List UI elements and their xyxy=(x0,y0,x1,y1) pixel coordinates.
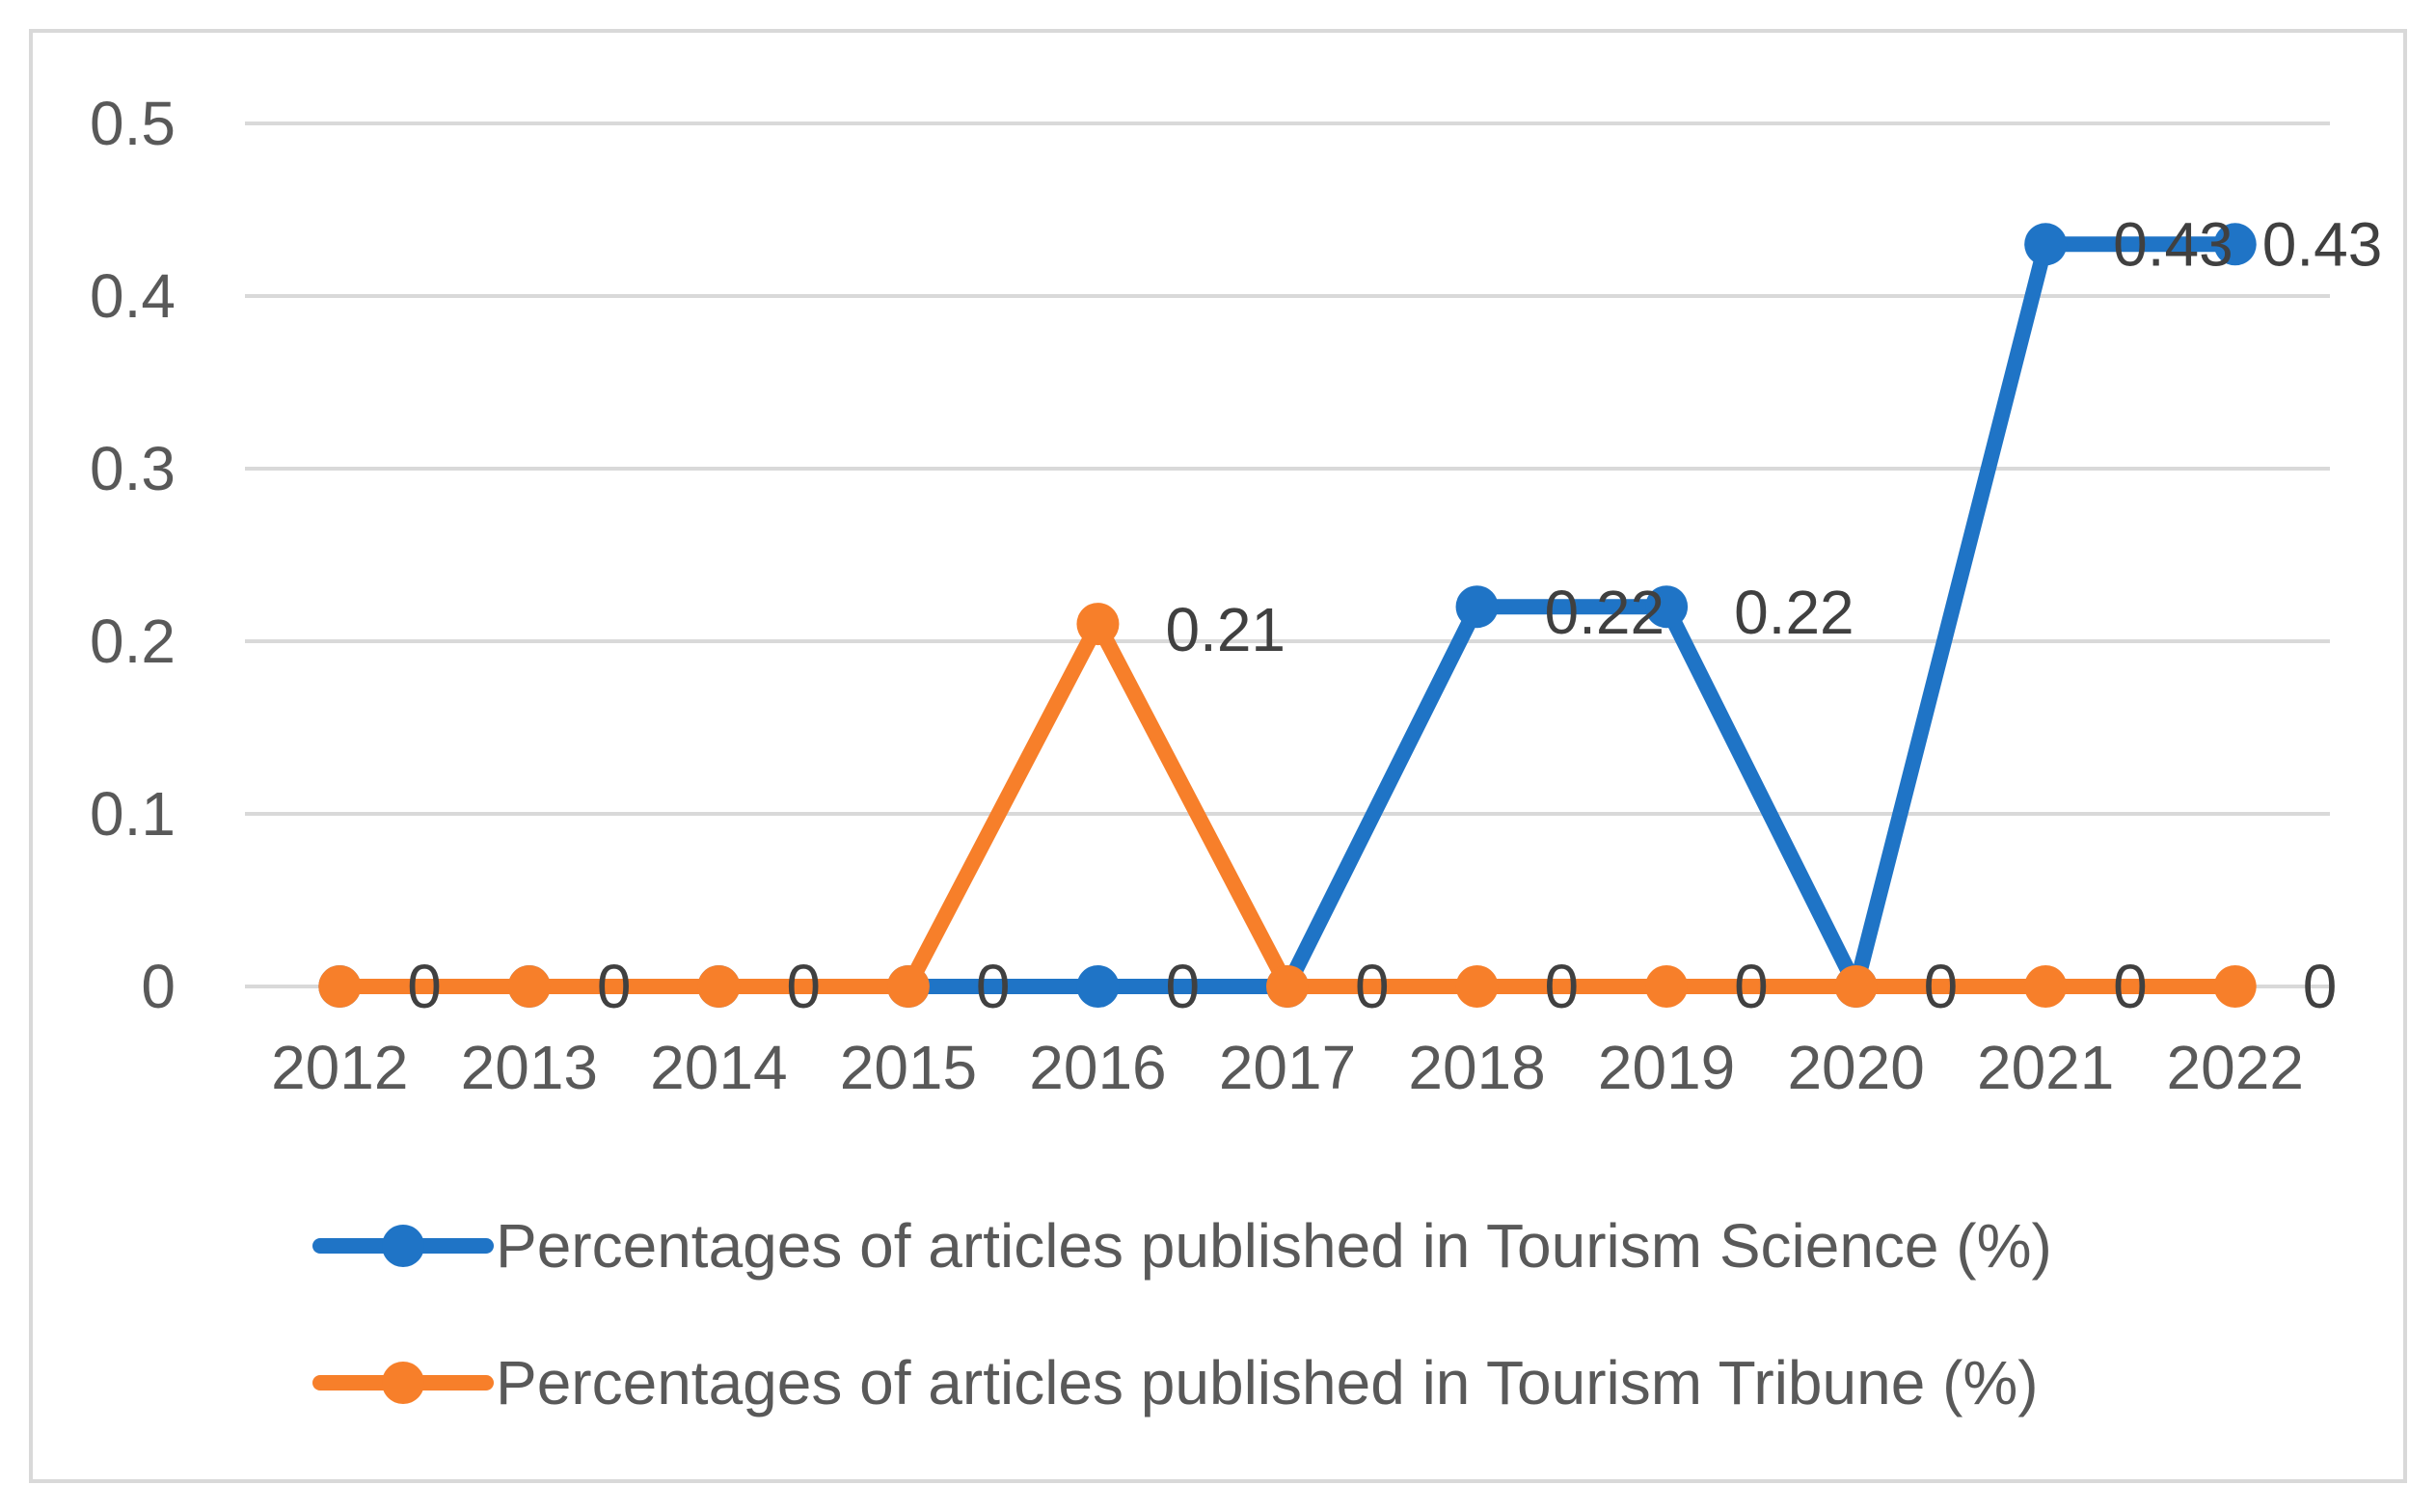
data-label: 0 xyxy=(407,952,442,1021)
legend: Percentages of articles published in Tou… xyxy=(312,1211,2052,1418)
data-point xyxy=(1076,965,1120,1008)
legend-item: Percentages of articles published in Tou… xyxy=(312,1211,2052,1281)
y-tick-label: 0.3 xyxy=(90,434,176,503)
y-tick-label: 0 xyxy=(141,952,176,1021)
legend-marker xyxy=(382,1225,424,1267)
data-point xyxy=(1455,965,1499,1008)
data-point xyxy=(1076,603,1120,646)
x-tick-label: 2012 xyxy=(271,1033,408,1102)
y-tick-label: 0.5 xyxy=(90,89,176,158)
y-axis-tick-labels: 0 0.1 0.2 0.3 0.4 0.5 xyxy=(90,89,176,1021)
data-point xyxy=(507,965,551,1008)
y-tick-label: 0.4 xyxy=(90,261,176,331)
legend-marker xyxy=(382,1362,424,1404)
series-tourism-science xyxy=(318,223,2257,1008)
x-tick-label: 2020 xyxy=(1787,1033,1924,1102)
data-point xyxy=(1645,965,1689,1008)
data-point xyxy=(1266,965,1309,1008)
x-tick-label: 2018 xyxy=(1408,1033,1545,1102)
x-tick-label: 2017 xyxy=(1219,1033,1356,1102)
x-tick-label: 2013 xyxy=(461,1033,598,1102)
data-label: 0 xyxy=(976,952,1011,1021)
data-point xyxy=(2024,223,2068,266)
data-label: 0 xyxy=(786,952,821,1021)
data-label: 0.22 xyxy=(1545,578,1665,647)
y-tick-label: 0.1 xyxy=(90,779,176,849)
x-tick-label: 2014 xyxy=(650,1033,787,1102)
data-point xyxy=(886,965,930,1008)
data-point xyxy=(318,965,362,1008)
data-label: 0.22 xyxy=(1734,578,1854,647)
legend-item: Percentages of articles published in Tou… xyxy=(312,1348,2039,1418)
x-tick-label: 2019 xyxy=(1598,1033,1735,1102)
data-label: 0 xyxy=(1165,952,1200,1021)
data-label: 0 xyxy=(597,952,632,1021)
legend-label: Percentages of articles published in Tou… xyxy=(496,1348,2039,1418)
data-point xyxy=(1645,585,1689,629)
chart-frame: 0 0.1 0.2 0.3 0.4 0.5 2012 2013 2014 2015 2016 201… xyxy=(29,29,2407,1483)
data-label: 0 xyxy=(2303,952,2338,1021)
data-point xyxy=(697,965,741,1008)
x-tick-label: 2022 xyxy=(2167,1033,2304,1102)
series-line xyxy=(332,616,2243,994)
data-point xyxy=(1834,965,1878,1008)
data-point xyxy=(2024,965,2068,1008)
gridlines xyxy=(245,122,2330,988)
line-chart: 00.10.20.30.40.5 2012 2013 2014 2015 2016 201… xyxy=(90,89,2382,1418)
data-point xyxy=(2213,223,2257,266)
data-label: 0 xyxy=(2113,952,2148,1021)
data-label: 0.43 xyxy=(2113,209,2233,279)
y-tick-label: 0.2 xyxy=(90,607,176,676)
x-tick-label: 2015 xyxy=(840,1033,977,1102)
legend-label: Percentages of articles published in Tou… xyxy=(496,1211,2052,1281)
data-label: 0 xyxy=(1545,952,1580,1021)
series-line xyxy=(332,236,2243,994)
x-tick-label: 2016 xyxy=(1029,1033,1166,1102)
series-lines xyxy=(318,223,2257,1008)
data-label: 0 xyxy=(1734,952,1769,1021)
data-label: 0.43 xyxy=(2262,209,2383,279)
x-axis-tick-labels: 2012 2013 2014 2015 2016 2017 2018 2019 2020 2021… xyxy=(271,1033,2304,1102)
data-label: 0 xyxy=(1355,952,1390,1021)
data-label: 0.21 xyxy=(1165,595,1286,664)
data-point xyxy=(1455,585,1499,629)
series-tourism-tribune xyxy=(318,603,2257,1008)
data-labels: 0 0 0 0 0 0 0 0 0 0 0 0.21 0.22 0.22 0.43 0.43 xyxy=(407,209,2382,1021)
data-point xyxy=(2213,965,2257,1008)
x-tick-label: 2021 xyxy=(1977,1033,2114,1102)
data-label: 0 xyxy=(1924,952,1959,1021)
